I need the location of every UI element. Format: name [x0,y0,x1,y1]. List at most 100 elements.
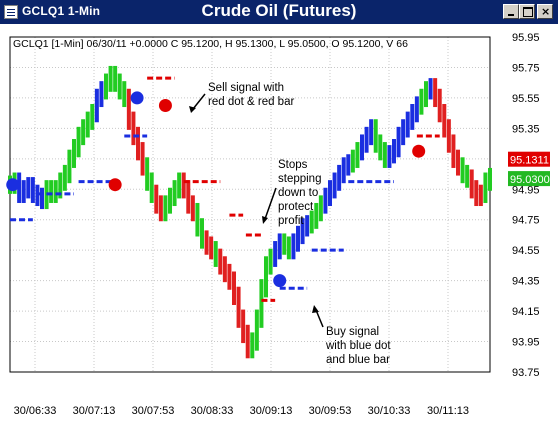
price-bar [446,119,451,153]
price-bar [213,241,218,267]
price-bar [300,218,305,245]
annotation-arrowhead [312,305,319,313]
price-bar [200,218,204,249]
price-bar [67,149,72,184]
maximize-icon [523,7,533,17]
price-bar [40,187,44,210]
plot-frame [9,36,491,373]
price-bar [26,177,31,199]
price-bar [369,119,374,146]
price-bar [437,88,442,123]
price-bar [264,256,268,298]
price-tag-label: 95.0300 [510,174,550,186]
price-bar [286,236,291,260]
x-tick-label: 30/08:33 [191,405,234,417]
price-bar [355,142,360,168]
annotation-arrowhead [189,106,196,113]
price-bar [382,142,387,168]
price-bar [99,81,104,108]
minimize-icon [508,14,514,16]
price-bar [35,184,40,207]
price-bar [85,111,90,138]
x-tick-label: 30/11:13 [427,405,469,417]
price-bar [396,126,401,158]
price-bar [254,309,259,351]
price-bar [318,195,323,222]
price-bar [154,184,159,214]
sell-signal-dot [158,99,172,113]
y-tick-label: 94.55 [512,245,540,257]
y-tick-label: 94.35 [512,276,540,288]
price-bar [108,65,113,92]
y-tick-label: 93.95 [512,337,540,349]
price-bar [387,145,392,168]
y-tick-label: 95.55 [512,93,540,105]
price-bar [332,172,337,199]
price-bar [442,104,447,138]
price-bar [163,195,168,222]
price-bar [81,119,86,146]
price-bar [90,104,95,130]
annotation-stops: Stops stepping down to protect profit [278,159,321,227]
price-bar [227,263,232,290]
sell-signal-dot [108,178,122,192]
price-bar [72,139,76,168]
price-bar [428,78,433,100]
price-tag-label: 95.1311 [510,155,549,167]
window-title: GCLQ1 1-Min [22,4,101,18]
price-bar [204,230,209,255]
x-tick-label: 30/07:13 [73,405,116,417]
price-bar [483,172,488,203]
price-bar [190,195,195,222]
chart-area[interactable]: 95.9595.7595.5595.3595.1594.9594.7594.55… [0,24,558,424]
close-icon: × [541,5,551,18]
price-bar [76,126,81,158]
price-bar [401,119,406,146]
price-bar [405,111,410,138]
price-tag [508,151,550,167]
price-bar [360,134,364,161]
price-bar [392,139,396,164]
price-bar [469,169,474,199]
buy-signal-dot [6,178,20,192]
price-bar [104,73,108,100]
price-bar [424,81,428,108]
price-bar [126,88,131,130]
x-tick-label: 30/10:33 [368,405,411,417]
price-bar [373,119,378,153]
y-tick-label: 95.95 [512,32,540,44]
x-tick-label: 30/09:13 [250,405,293,417]
app-icon[interactable] [4,5,18,19]
annotation-arrowhead [262,216,268,224]
price-chart[interactable]: 95.9595.7595.5595.3595.1594.9594.7594.55… [0,24,558,424]
price-bar [410,104,415,130]
price-bar [456,149,460,176]
price-bar [136,126,140,161]
price-bar [177,172,182,199]
sell-signal-dot [412,144,426,158]
price-bar [346,154,351,176]
y-tick-label: 94.15 [512,306,540,318]
price-bar [94,88,99,123]
price-bar [131,111,136,146]
close-button[interactable]: × [537,4,553,19]
price-bar [122,81,127,108]
minimize-button[interactable] [503,4,519,19]
y-tick-label: 95.35 [512,123,540,135]
price-bar [296,225,300,252]
price-bar [113,65,118,92]
y-tick-label: 94.95 [512,184,540,196]
buy-signal-dot [273,274,287,288]
price-bar [245,324,250,359]
price-bar [62,164,67,191]
price-bar [305,215,310,237]
y-tick-label: 93.75 [512,367,540,379]
x-tick-label: 30/09:53 [309,405,352,417]
price-bar [145,157,150,191]
price-bar [277,233,282,260]
price-tag [508,171,550,187]
price-bar [378,134,383,161]
maximize-button[interactable] [519,4,535,19]
price-bar [350,149,355,173]
title-bar[interactable]: GCLQ1 1-Min Crude Oil (Futures) × [0,0,558,24]
